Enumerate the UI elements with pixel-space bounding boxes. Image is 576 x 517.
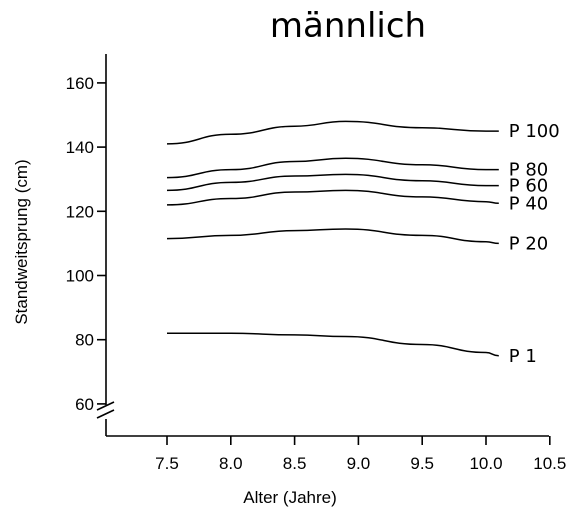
x-tick-label: 9.5 bbox=[410, 454, 434, 473]
series-line-p-20 bbox=[166, 228, 499, 245]
series-line-p-80 bbox=[166, 157, 499, 179]
series-group: P 100 P 80P 60P 40 P 20 P 1 bbox=[166, 120, 560, 367]
x-tick-label: 10.0 bbox=[469, 454, 502, 473]
series-line-p-100 bbox=[166, 120, 499, 145]
y-tick-label: 60 bbox=[75, 395, 94, 414]
series-label-p-80: P 80 bbox=[509, 160, 548, 181]
x-tick-label: 9.0 bbox=[347, 454, 371, 473]
axes: 60 80 100 120 140 160 7.5 8.0 8.5 9.0 9.5 10.0 10.5 bbox=[66, 54, 566, 473]
series-line-p-60 bbox=[166, 173, 499, 192]
series-label-p-20: P 20 bbox=[509, 233, 548, 254]
y-tick-label: 120 bbox=[66, 202, 94, 221]
x-tick-label: 7.5 bbox=[155, 454, 179, 473]
series-line-p-1 bbox=[166, 332, 499, 357]
series-label-p-1: P 1 bbox=[509, 346, 537, 367]
axis-break-mark bbox=[96, 409, 115, 419]
series-label-p-100: P 100 bbox=[509, 121, 560, 142]
x-tick-label: 8.0 bbox=[219, 454, 243, 473]
y-tick-label: 140 bbox=[66, 138, 94, 157]
x-tick-label: 8.5 bbox=[283, 454, 307, 473]
chart-title: männlich bbox=[270, 6, 426, 46]
y-tick-label: 160 bbox=[66, 74, 94, 93]
axis-break-mark bbox=[96, 401, 115, 411]
series-label-p-60: P 60 bbox=[509, 176, 548, 197]
y-tick-label: 80 bbox=[75, 331, 94, 350]
series-line-p-40 bbox=[166, 189, 499, 206]
x-axis-label: Alter (Jahre) bbox=[243, 488, 337, 507]
y-tick-label: 100 bbox=[66, 267, 94, 286]
x-tick-label: 10.5 bbox=[533, 454, 566, 473]
y-axis-label: Standweitsprung (cm) bbox=[12, 159, 31, 324]
series-label-p-40: P 40 bbox=[509, 193, 548, 214]
